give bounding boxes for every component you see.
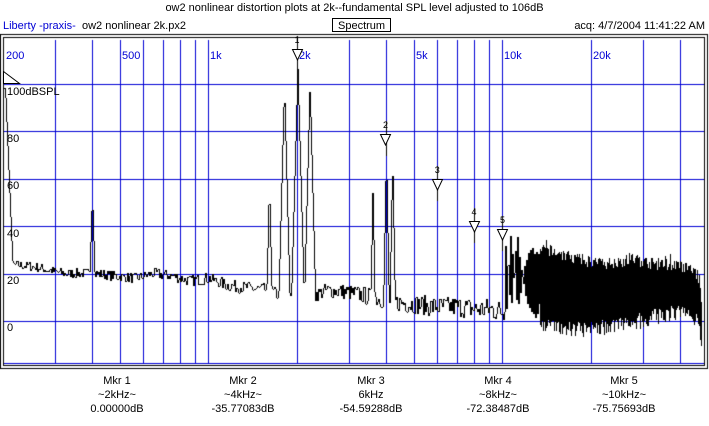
marker-freq: ~4kHz~ [224, 389, 262, 401]
window-title: ow2 nonlinear distortion plots at 2k--fu… [165, 2, 544, 14]
y-axis-label-40: 40 [7, 228, 20, 240]
marker-1-flag[interactable]: 1 [290, 35, 304, 62]
x-axis-label-5k: 5k [416, 50, 428, 62]
y-axis-label-80: 80 [7, 133, 20, 145]
marker-level: -75.75693dB [592, 403, 656, 415]
marker-2-flag[interactable]: 2 [379, 120, 393, 147]
marker-triangle-icon [468, 221, 480, 234]
marker-column-2: Mkr 2 ~4kHz~ -35.77083dB [168, 374, 318, 416]
marker-column-4: Mkr 4 ~8kHz~ -72.38487dB [423, 374, 573, 416]
marker-level: 0.00000dB [90, 403, 144, 415]
marker-triangle-icon [291, 49, 303, 62]
x-axis-label-10k: 10k [504, 50, 522, 62]
marker-4-flag[interactable]: 4 [467, 207, 481, 234]
ref-level-pointer-icon[interactable] [3, 71, 22, 85]
y-axis-label-20: 20 [7, 275, 20, 287]
x-axis-label-1k: 1k [210, 50, 222, 62]
marker-3-flag[interactable]: 3 [430, 165, 444, 191]
marker-freq: ~10kHz~ [601, 389, 647, 401]
app-name: Liberty -praxis- [3, 20, 76, 32]
marker-level: -72.38487dB [466, 403, 530, 415]
marker-triangle-icon [431, 178, 444, 191]
marker-triangle-icon [379, 134, 392, 147]
marker-level: -35.77083dB [211, 403, 275, 415]
marker-freq: ~2kHz~ [98, 389, 136, 401]
x-axis-label-20k: 20k [593, 50, 611, 62]
y-axis-label-100: 100dBSPL [7, 86, 60, 98]
x-axis-label-500: 500 [122, 50, 141, 62]
marker-name: Mkr 2 [229, 375, 257, 387]
x-axis-label-200: 200 [6, 50, 25, 62]
marker-2-number: 2 [382, 120, 388, 131]
y-axis-label-0: 0 [7, 322, 14, 334]
spectrum-mode-button[interactable]: Spectrum [332, 18, 392, 32]
marker-column-1: Mkr 1 ~2kHz~ 0.00000dB [42, 374, 192, 416]
marker-name: Mkr 3 [357, 375, 385, 387]
marker-column-5: Mkr 5 ~10kHz~ -75.75693dB [549, 374, 699, 416]
acquisition-timestamp: acq: 4/7/2004 11:41:22 AM [574, 20, 705, 32]
marker-5-number: 5 [499, 215, 505, 226]
marker-4-number: 4 [471, 207, 477, 218]
marker-name: Mkr 5 [610, 375, 638, 387]
y-axis-label-60: 60 [7, 180, 20, 192]
marker-level: -54.59288dB [339, 403, 403, 415]
marker-name: Mkr 1 [103, 375, 131, 387]
marker-freq: 6kHz [358, 389, 384, 401]
file-name: ow2 nonlinear 2k.px2 [82, 20, 186, 32]
marker-freq: ~8kHz~ [479, 389, 517, 401]
marker-5-flag[interactable]: 5 [495, 215, 509, 242]
marker-1-number: 1 [294, 35, 300, 46]
x-axis-label-2k: 2k [299, 50, 311, 62]
marker-triangle-icon [496, 229, 509, 242]
marker-column-3: Mkr 3 6kHz -54.59288dB [296, 374, 446, 416]
marker-3-number: 3 [434, 164, 440, 175]
marker-name: Mkr 4 [484, 375, 512, 387]
